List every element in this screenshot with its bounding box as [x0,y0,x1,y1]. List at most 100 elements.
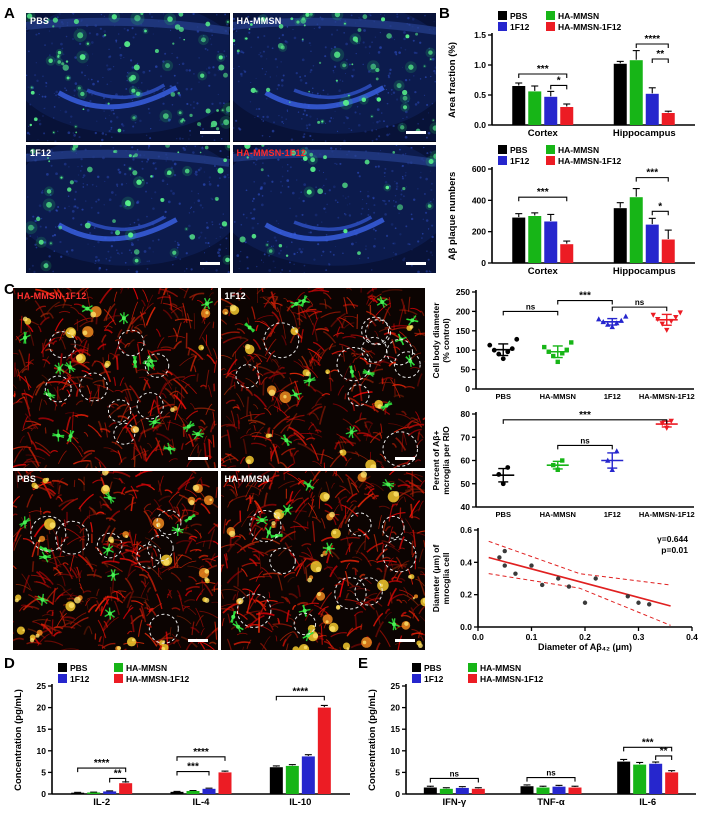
micrograph-c-ha-mmsn: HA-MMSN [220,470,425,650]
panel-label-c: C [4,281,15,298]
svg-text:PBS: PBS [510,145,528,155]
svg-text:0: 0 [395,789,400,799]
svg-text:PBS: PBS [510,11,528,21]
micrograph-a-pbs: PBS [26,13,230,142]
svg-text:HA-MMSN-1F12: HA-MMSN-1F12 [558,22,622,32]
microglia-stain-image [13,288,218,468]
svg-text:15: 15 [391,724,401,734]
svg-text:TNF-α: TNF-α [537,797,565,808]
svg-text:0.2: 0.2 [460,590,472,600]
chart-abeta-positive-microglia: 40 50 60 70 80 Percent of Aβ+ mcroglia per RIO… [430,404,702,520]
svg-text:Cortex: Cortex [528,266,559,277]
brain-section-image [232,144,436,273]
svg-text:HA-MMSN: HA-MMSN [558,145,599,155]
svg-text:200: 200 [456,306,470,316]
svg-text:(% control): (% control) [441,318,451,363]
svg-text:***: *** [579,291,591,302]
chart-cytokines-il: 0 5 10 15 20 25 Concentration (pg/mL) PBS HA-MMS… [12,660,356,810]
svg-text:0.1: 0.1 [526,632,538,642]
svg-text:100: 100 [456,345,470,355]
svg-text:25: 25 [37,681,47,691]
svg-text:HA-MMSN-1F12: HA-MMSN-1F12 [126,674,190,684]
micrograph-label: PBS [30,16,50,26]
panel-a-micrographs: PBS HA-MMSN 1F12 HA-MMSN-1F12 [26,13,436,273]
svg-text:HA-MMSN: HA-MMSN [126,663,167,673]
svg-text:150: 150 [456,326,470,336]
svg-text:0.6: 0.6 [460,525,472,535]
svg-text:0.0: 0.0 [460,622,472,632]
microglia-stain-image [13,470,218,650]
svg-text:PBS: PBS [496,392,511,401]
svg-text:Cortex: Cortex [528,128,559,139]
scale-bar [199,262,220,265]
scale-bar [395,456,415,460]
chart-cytokines-ifn-tnf-il6: 0 5 10 15 20 25 Concentration (pg/mL) PBS HA-MMS… [366,660,702,810]
micrograph-label: 1F12 [30,147,52,158]
svg-text:20: 20 [391,703,401,713]
svg-text:40: 40 [461,502,471,512]
svg-text:0.2: 0.2 [579,632,591,642]
svg-text:mrocglia cell: mrocglia cell [441,553,451,605]
micrograph-label: HA-MMSN-1F12 [17,291,87,301]
svg-text:****: **** [193,747,209,758]
svg-text:ns: ns [450,769,460,778]
svg-text:1.0: 1.0 [474,60,486,70]
svg-text:HA-MMSN: HA-MMSN [540,510,576,519]
svg-text:0.3: 0.3 [633,632,645,642]
svg-text:200: 200 [472,227,486,237]
micrograph-a-ha-mmsn: HA-MMSN [232,13,436,142]
svg-text:****: **** [293,686,309,697]
svg-text:5: 5 [395,767,400,777]
scale-bar [187,639,208,642]
svg-text:1F12: 1F12 [510,156,530,166]
svg-text:0: 0 [41,789,46,799]
svg-text:Aβ plaque numbers: Aβ plaque numbers [447,172,458,261]
svg-text:0.0: 0.0 [472,632,484,642]
micrograph-label: PBS [17,473,37,484]
svg-text:70: 70 [461,432,471,442]
svg-text:Diameter (μm) of: Diameter (μm) of [431,545,441,613]
svg-text:HA-MMSN-1F12: HA-MMSN-1F12 [639,510,695,519]
svg-text:Percent of Aβ+: Percent of Aβ+ [431,431,441,491]
svg-text:IL-2: IL-2 [93,797,110,808]
svg-text:Concentration (pg/mL): Concentration (pg/mL) [367,689,378,791]
svg-text:Hippocampus: Hippocampus [613,266,676,277]
micrograph-label: 1F12 [224,291,246,301]
svg-text:0.4: 0.4 [460,557,472,567]
micrograph-label: HA-MMSN-1F12 [236,147,306,158]
svg-text:HA-MMSN-1F12: HA-MMSN-1F12 [639,392,695,401]
micrograph-label: HA-MMSN [236,16,282,26]
svg-text:***: *** [646,168,658,179]
svg-text:Hippocampus: Hippocampus [613,128,676,139]
svg-text:**: ** [656,49,664,60]
svg-text:1F12: 1F12 [424,674,444,684]
svg-text:25: 25 [391,681,401,691]
svg-text:HA-MMSN-1F12: HA-MMSN-1F12 [558,156,622,166]
svg-text:Cell body diameter: Cell body diameter [431,302,441,379]
panel-label-d: D [4,655,15,672]
chart-diameter-correlation: 0.0 0.2 0.4 0.6 Diameter (μm) of mrocglia cel… [430,522,702,653]
panel-label-a: A [4,5,15,22]
svg-text:***: *** [642,737,654,748]
svg-text:Concentration (pg/mL): Concentration (pg/mL) [13,689,24,791]
svg-text:ns: ns [635,298,645,307]
svg-text:0.0: 0.0 [474,120,486,130]
svg-text:250: 250 [456,287,470,297]
svg-text:0.4: 0.4 [686,632,698,642]
svg-text:HA-MMSN: HA-MMSN [480,663,521,673]
svg-text:20: 20 [37,703,47,713]
svg-text:Diameter of Aβ₄₂ (μm): Diameter of Aβ₄₂ (μm) [538,642,632,652]
svg-text:1F12: 1F12 [70,674,90,684]
svg-text:IL-10: IL-10 [289,797,311,808]
micrograph-c-1f12: 1F12 [220,288,425,468]
svg-text:60: 60 [461,456,471,466]
svg-text:10: 10 [391,746,401,756]
micrograph-a-ha-mmsn-1f12: HA-MMSN-1F12 [232,144,436,273]
brain-section-image [26,144,230,273]
brain-section-image [26,13,230,142]
svg-text:HA-MMSN-1F12: HA-MMSN-1F12 [480,674,544,684]
svg-text:1F12: 1F12 [510,22,530,32]
panel-label-b: B [439,5,450,22]
svg-text:****: **** [644,34,660,45]
